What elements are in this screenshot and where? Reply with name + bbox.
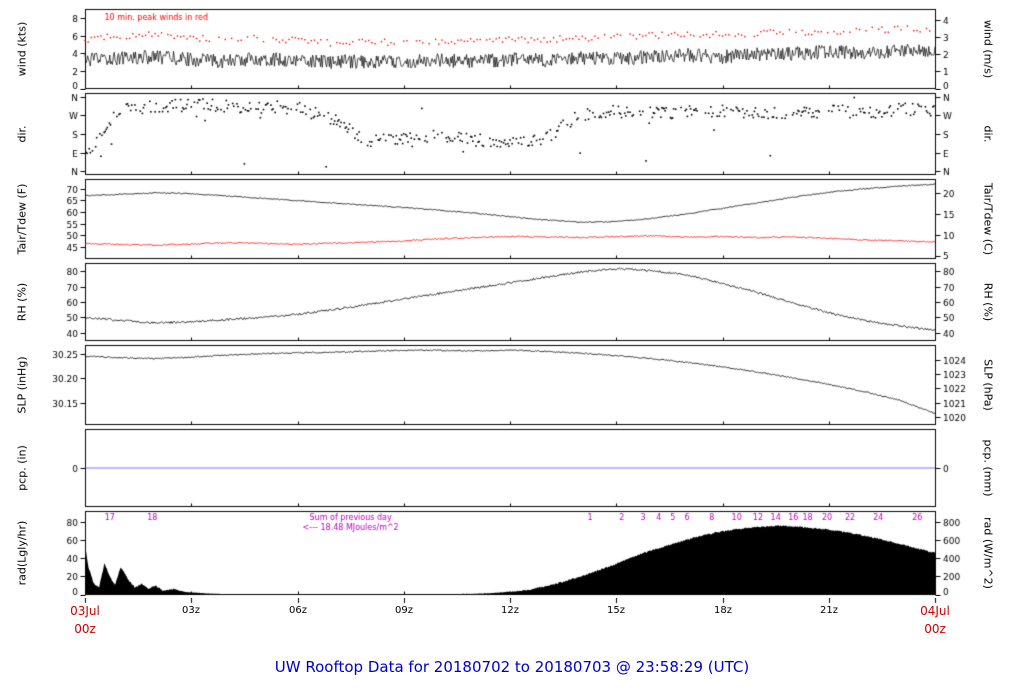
x-tick-label-09z: 09z: [395, 605, 413, 616]
x-tick-label-06z: 06z: [289, 605, 307, 616]
radiation-plot-canvas: [0, 510, 1024, 596]
panel-wind: wind (kts) wind (m/s): [0, 8, 1024, 90]
rh-plot-canvas: [0, 262, 1024, 342]
slp-plot-canvas: [0, 344, 1024, 426]
x-end-hour-label: 00z: [924, 622, 946, 636]
panel-solar-radiation: rad(Lgly/hr) rad (W/m^2): [0, 510, 1024, 596]
wind-plot-canvas: [0, 8, 1024, 90]
x-tick-label-12z: 12z: [501, 605, 519, 616]
x-end-date-label: 04Jul: [920, 604, 950, 618]
panel-wind-direction: dir. dir.: [0, 92, 1024, 176]
temperature-plot-canvas: [0, 178, 1024, 260]
panel-temperature: Tair/Tdew (F) Tair/Tdew (C): [0, 178, 1024, 260]
x-tick-label-03z: 03z: [182, 605, 200, 616]
direction-plot-canvas: [0, 92, 1024, 176]
x-start-date-label: 03Jul: [70, 604, 100, 618]
chart-title: UW Rooftop Data for 20180702 to 20180703…: [274, 658, 750, 676]
panel-precipitation: pcp. (in) pcp. (mm): [0, 428, 1024, 508]
x-tick-label-15z: 15z: [607, 605, 625, 616]
panel-relative-humidity: RH (%) RH (%): [0, 262, 1024, 342]
pcp-plot-canvas: [0, 428, 1024, 508]
x-axis-tick-marks: [0, 598, 1024, 604]
panel-sea-level-pressure: SLP (inHg) SLP (hPa): [0, 344, 1024, 426]
x-tick-label-21z: 21z: [820, 605, 838, 616]
x-start-hour-label: 00z: [74, 622, 96, 636]
x-axis-strip: 03z 06z 09z 12z 15z 18z 21z 03Jul 00z 04…: [0, 598, 1024, 644]
x-tick-label-18z: 18z: [714, 605, 732, 616]
